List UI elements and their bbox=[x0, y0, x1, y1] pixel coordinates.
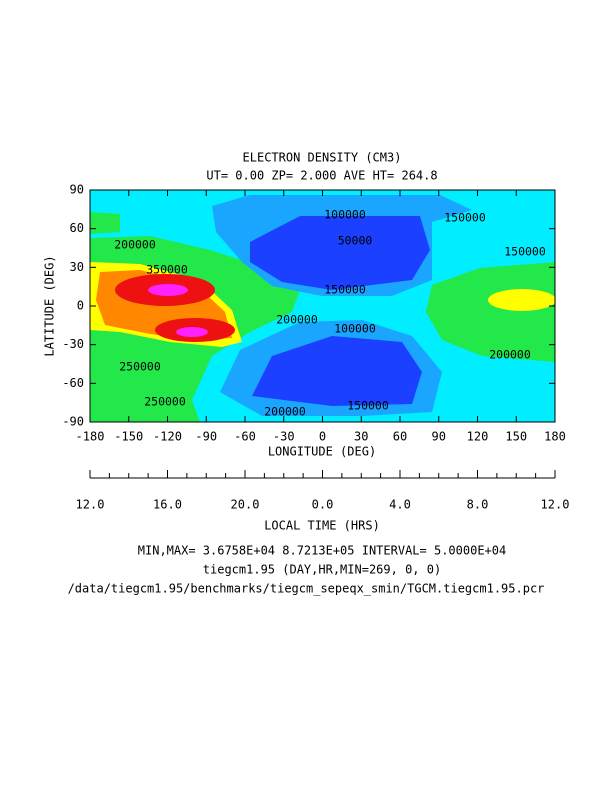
contour-label: 150000 bbox=[444, 211, 486, 225]
y-tick-label: 60 bbox=[70, 221, 84, 235]
x-tick-label: 90 bbox=[432, 430, 446, 444]
local-time-label: LOCAL TIME (HRS) bbox=[264, 519, 380, 533]
note: tiegcm1.95 (DAY,HR,MIN=269, 0, 0) bbox=[203, 563, 441, 577]
local-time-tick-label: 20.0 bbox=[231, 498, 260, 512]
y-tick-label: -60 bbox=[62, 376, 84, 390]
contour-label: 100000 bbox=[324, 208, 366, 222]
x-tick-label: -60 bbox=[234, 430, 256, 444]
x-tick-label: 150 bbox=[505, 430, 527, 444]
x-tick-label: -90 bbox=[195, 430, 217, 444]
chart-subtitle: UT= 0.00 ZP= 2.000 AVE HT= 264.8 bbox=[206, 169, 437, 183]
note: MIN,MAX= 3.6758E+04 8.7213E+05 INTERVAL=… bbox=[138, 544, 506, 558]
x-tick-label: 0 bbox=[319, 430, 326, 444]
x-axis-label: LONGITUDE (DEG) bbox=[268, 445, 376, 459]
contour-label: 150000 bbox=[324, 283, 366, 297]
y-tick-label: 0 bbox=[77, 299, 84, 313]
contour-fill bbox=[90, 190, 556, 422]
contour-label: 200000 bbox=[489, 348, 531, 362]
local-time-tick-label: 12.0 bbox=[541, 498, 570, 512]
local-time-tick-label: 0.0 bbox=[312, 498, 334, 512]
x-tick-label: 120 bbox=[467, 430, 489, 444]
x-tick-label: 180 bbox=[544, 430, 566, 444]
x-tick-label: 30 bbox=[354, 430, 368, 444]
contour-label: 150000 bbox=[347, 399, 389, 413]
x-tick-label: -180 bbox=[76, 430, 105, 444]
x-tick-label: -150 bbox=[114, 430, 143, 444]
contour-label: 350000 bbox=[146, 263, 188, 277]
contour-label: 200000 bbox=[114, 238, 156, 252]
local-time-tick-label: 16.0 bbox=[153, 498, 182, 512]
contour-label: 250000 bbox=[144, 395, 186, 409]
chart-title: ELECTRON DENSITY (CM3) bbox=[243, 151, 402, 165]
contour-label: 250000 bbox=[119, 360, 161, 374]
contour-label: 200000 bbox=[264, 405, 306, 419]
y-tick-label: -30 bbox=[62, 337, 84, 351]
note: /data/tiegcm1.95/benchmarks/tiegcm_sepeq… bbox=[68, 582, 545, 596]
contour-label: 150000 bbox=[504, 245, 546, 259]
local-time-tick-label: 8.0 bbox=[467, 498, 489, 512]
local-time-tick-label: 12.0 bbox=[76, 498, 105, 512]
contour-label: 100000 bbox=[334, 322, 376, 336]
x-tick-label: -30 bbox=[273, 430, 295, 444]
local-time-tick-label: 4.0 bbox=[389, 498, 411, 512]
y-axis-label: LATITUDE (DEG) bbox=[43, 255, 57, 356]
x-tick-label: 60 bbox=[393, 430, 407, 444]
y-tick-label: 90 bbox=[70, 183, 84, 197]
contour-label: 200000 bbox=[276, 313, 318, 327]
y-tick-label: 30 bbox=[70, 260, 84, 274]
y-tick-label: -90 bbox=[62, 415, 84, 429]
x-tick-label: -120 bbox=[153, 430, 182, 444]
contour-label: 50000 bbox=[338, 234, 373, 248]
